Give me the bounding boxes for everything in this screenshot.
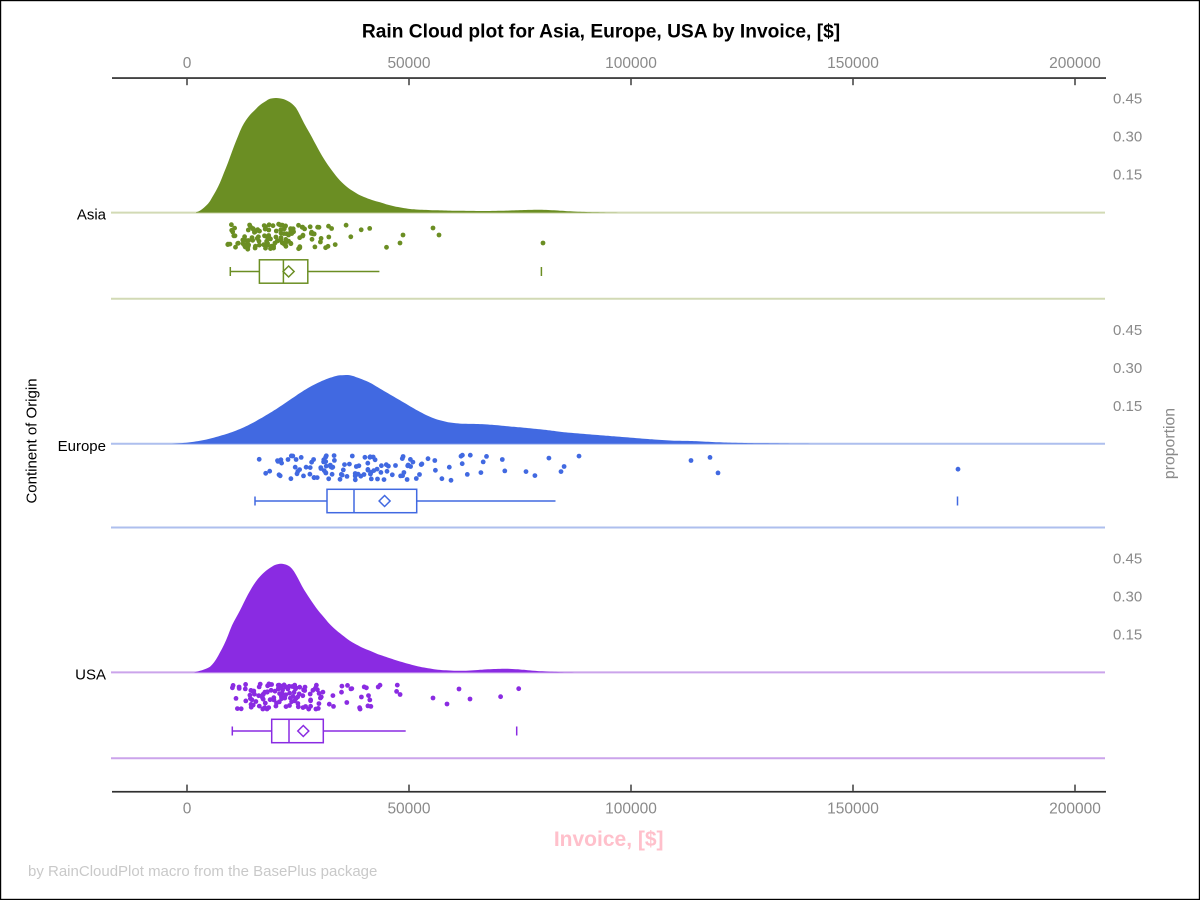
svg-text:150000: 150000 [827, 55, 879, 72]
svg-text:200000: 200000 [1049, 801, 1101, 818]
svg-text:0: 0 [183, 801, 192, 818]
svg-text:0.45: 0.45 [1113, 91, 1142, 108]
svg-text:0.30: 0.30 [1113, 360, 1142, 377]
svg-text:200000: 200000 [1049, 55, 1101, 72]
svg-text:50000: 50000 [387, 801, 430, 818]
svg-text:0.15: 0.15 [1113, 167, 1142, 184]
svg-text:proportion: proportion [1162, 408, 1179, 479]
svg-text:Invoice, [$]: Invoice, [$] [554, 828, 664, 851]
svg-text:150000: 150000 [827, 801, 879, 818]
svg-text:0.30: 0.30 [1113, 588, 1142, 605]
svg-text:Rain Cloud plot for Asia, Euro: Rain Cloud plot for Asia, Europe, USA by… [362, 21, 840, 42]
svg-text:Continent of Origin: Continent of Origin [23, 378, 40, 503]
svg-text:Europe: Europe [58, 438, 106, 455]
svg-text:Asia: Asia [77, 207, 107, 224]
svg-text:0.30: 0.30 [1113, 129, 1142, 146]
svg-text:0.45: 0.45 [1113, 322, 1142, 339]
svg-text:0.45: 0.45 [1113, 550, 1142, 567]
svg-text:USA: USA [75, 666, 106, 683]
svg-text:100000: 100000 [605, 801, 657, 818]
svg-text:0.15: 0.15 [1113, 398, 1142, 415]
svg-text:0: 0 [183, 55, 192, 72]
svg-text:50000: 50000 [387, 55, 430, 72]
svg-text:0.15: 0.15 [1113, 626, 1142, 643]
svg-text:by RainCloudPlot macro from th: by RainCloudPlot macro from the BasePlus… [28, 863, 377, 880]
svg-text:100000: 100000 [605, 55, 657, 72]
